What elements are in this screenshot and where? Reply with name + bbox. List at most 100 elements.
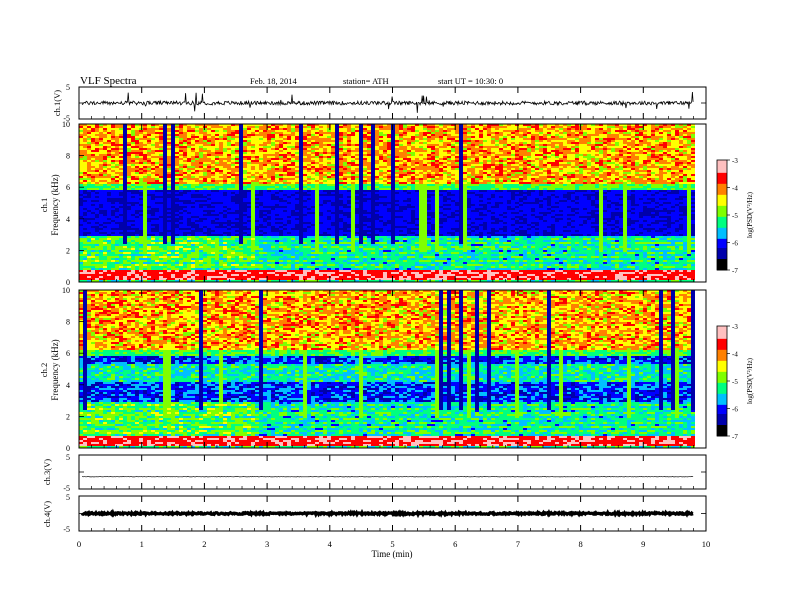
spectrogram-cell — [243, 136, 247, 138]
spectrogram-cell — [127, 134, 131, 136]
spectrogram-cell — [107, 188, 111, 190]
spectrogram-cell — [259, 270, 263, 272]
spectrogram-cell — [91, 136, 95, 138]
spectrogram-cell — [107, 256, 111, 258]
spectrogram-cell — [323, 230, 327, 232]
spectrogram-cell — [107, 206, 111, 208]
spectrogram-cell — [207, 260, 211, 262]
spectrogram-cell — [287, 194, 291, 196]
spectrogram-cell — [295, 174, 299, 176]
spectrogram-cell — [163, 204, 167, 206]
spectrogram-cell — [303, 162, 307, 164]
spectrogram-cell — [127, 148, 131, 150]
spectrogram-cell — [171, 198, 175, 200]
spectrogram-cell — [323, 130, 327, 132]
spectrogram-cell — [311, 260, 315, 262]
spectrogram-cell — [207, 278, 211, 280]
spectrogram-cell — [79, 148, 83, 150]
spectrogram-cell — [187, 212, 191, 214]
spectrogram-cell — [295, 252, 299, 254]
spectrogram-cell — [127, 178, 131, 180]
spectrogram-cell — [299, 218, 303, 220]
spectrogram-cell — [171, 214, 175, 216]
spectrogram-cell — [251, 186, 255, 188]
spectrogram-cell — [215, 132, 219, 134]
spectrogram-cell — [307, 220, 311, 222]
spectrogram-cell — [223, 160, 227, 162]
spectrogram-cell — [111, 254, 115, 256]
spectrogram-cell — [91, 278, 95, 280]
spectrogram-cell — [235, 204, 239, 206]
spectrogram-cell — [87, 278, 91, 280]
spectrogram-cell — [155, 202, 159, 204]
spectrogram-cell — [227, 224, 231, 226]
spectrogram-cell — [123, 144, 127, 146]
spectrogram-cell — [295, 182, 299, 184]
spectrogram-cell — [127, 250, 131, 252]
spectrogram-cell — [79, 184, 83, 186]
spectrogram-cell — [195, 274, 199, 276]
spectrogram-cell — [219, 162, 223, 164]
spectrogram-cell — [159, 270, 163, 272]
spectrogram-cell — [183, 192, 187, 194]
spectrogram-cell — [291, 166, 295, 168]
spectrogram-cell — [203, 270, 207, 272]
spectrogram-cell — [247, 142, 251, 144]
spectrogram-cell — [175, 254, 179, 256]
spectrogram-cell — [311, 146, 315, 148]
spectrogram-cell — [223, 278, 227, 280]
spectrogram-cell — [295, 154, 299, 156]
spectrogram-cell — [91, 130, 95, 132]
spectrogram-cell — [155, 178, 159, 180]
spectrogram-cell — [323, 226, 327, 228]
spectrogram-cell — [199, 182, 203, 184]
spectrogram-cell — [155, 132, 159, 134]
spectrogram-cell — [123, 188, 127, 190]
spectrogram-cell — [235, 182, 239, 184]
spectrogram-cell — [267, 192, 271, 194]
spectrogram-cell — [183, 128, 187, 130]
spectrogram-cell — [239, 278, 243, 280]
spectrogram-cell — [299, 162, 303, 164]
spectrogram-cell — [219, 222, 223, 224]
spectrogram-cell — [131, 156, 135, 158]
spectrogram-cell — [143, 124, 147, 126]
spectrogram-cell — [115, 154, 119, 156]
spectrogram-cell — [191, 256, 195, 258]
spectrogram-cell — [275, 252, 279, 254]
spectrogram-cell — [283, 244, 287, 246]
spectrogram-cell — [239, 180, 243, 182]
spectrogram-cell — [259, 222, 263, 224]
spectrogram-cell — [307, 192, 311, 194]
spectrogram-cell — [139, 274, 143, 276]
spectrogram-cell — [115, 194, 119, 196]
spectrogram-cell — [79, 126, 83, 128]
spectrogram-cell — [135, 276, 139, 278]
spectrogram-cell — [87, 146, 91, 148]
spectrogram-cell — [303, 222, 307, 224]
spectrogram-cell — [279, 144, 283, 146]
spectrogram-cell — [271, 158, 275, 160]
spectrogram-cell — [123, 276, 127, 278]
spectrogram-cell — [151, 152, 155, 154]
spectrogram-cell — [231, 210, 235, 212]
spectrogram-cell — [123, 156, 127, 158]
spectrogram-cell — [143, 156, 147, 158]
spectrogram-cell — [251, 218, 255, 220]
spectrogram-cell — [291, 274, 295, 276]
spectrogram-cell — [239, 156, 243, 158]
spectrogram-cell — [95, 132, 99, 134]
spectrogram-cell — [303, 272, 307, 274]
spectrogram-cell — [283, 132, 287, 134]
spectrogram-cell — [191, 180, 195, 182]
spectrogram-cell — [219, 144, 223, 146]
spectrogram-cell — [99, 224, 103, 226]
spectrogram-cell — [119, 238, 123, 240]
spectrogram-cell — [103, 266, 107, 268]
spectrogram-cell — [299, 144, 303, 146]
spectrogram-cell — [139, 262, 143, 264]
spectrogram-cell — [211, 234, 215, 236]
spectrogram-cell — [91, 262, 95, 264]
spectrogram-cell — [147, 258, 151, 260]
spectrogram-cell — [139, 158, 143, 160]
